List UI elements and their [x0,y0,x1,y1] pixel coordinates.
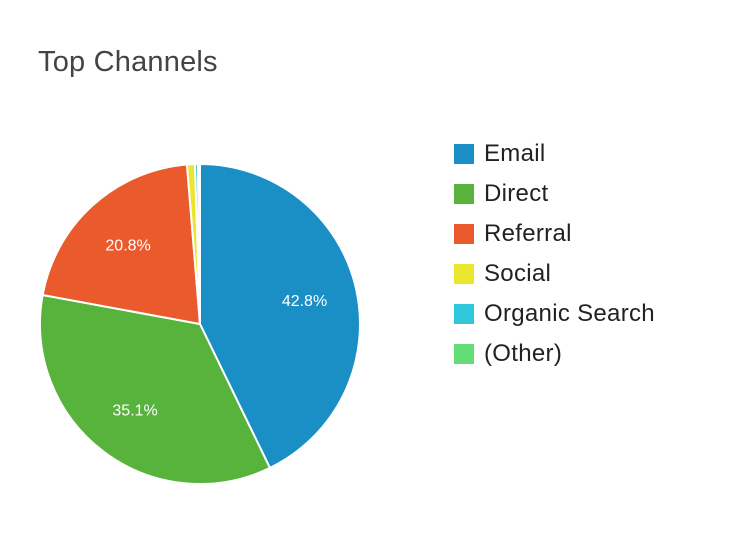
legend-item-referral[interactable]: Referral [454,214,655,254]
pie-slices [39,162,361,485]
legend-label: Organic Search [484,300,655,327]
chart-title: Top Channels [38,46,218,78]
pie-slice-referral[interactable] [41,163,201,325]
legend-swatch [454,144,474,164]
chart-legend: Email Direct Referral Social Organic Search (… [454,134,655,374]
slice-label-referral: 20.8% [105,238,150,255]
legend-label: Referral [484,220,572,247]
slice-label-email: 42.8% [282,293,327,310]
legend-label: Email [484,140,546,167]
pie-chart: 42.8% 35.1% 20.8% [39,162,361,485]
legend-item-organic-search[interactable]: Organic Search [454,294,655,334]
legend-label: Direct [484,180,549,207]
pie-slice-other[interactable] [196,162,201,325]
pie-slice-labels: 42.8% 35.1% 20.8% [105,238,327,420]
legend-swatch [454,344,474,364]
pie-slice-email[interactable] [199,163,361,469]
slice-label-direct: 35.1% [112,402,157,419]
legend-swatch [454,184,474,204]
legend-item-email[interactable]: Email [454,134,655,174]
legend-item-social[interactable]: Social [454,254,655,294]
legend-swatch [454,264,474,284]
legend-label: Social [484,260,552,287]
legend-swatch [454,224,474,244]
pie-slice-direct[interactable] [39,294,271,485]
legend-swatch [454,304,474,324]
legend-label: (Other) [484,340,563,367]
legend-item-other[interactable]: (Other) [454,334,655,374]
legend-item-direct[interactable]: Direct [454,174,655,214]
